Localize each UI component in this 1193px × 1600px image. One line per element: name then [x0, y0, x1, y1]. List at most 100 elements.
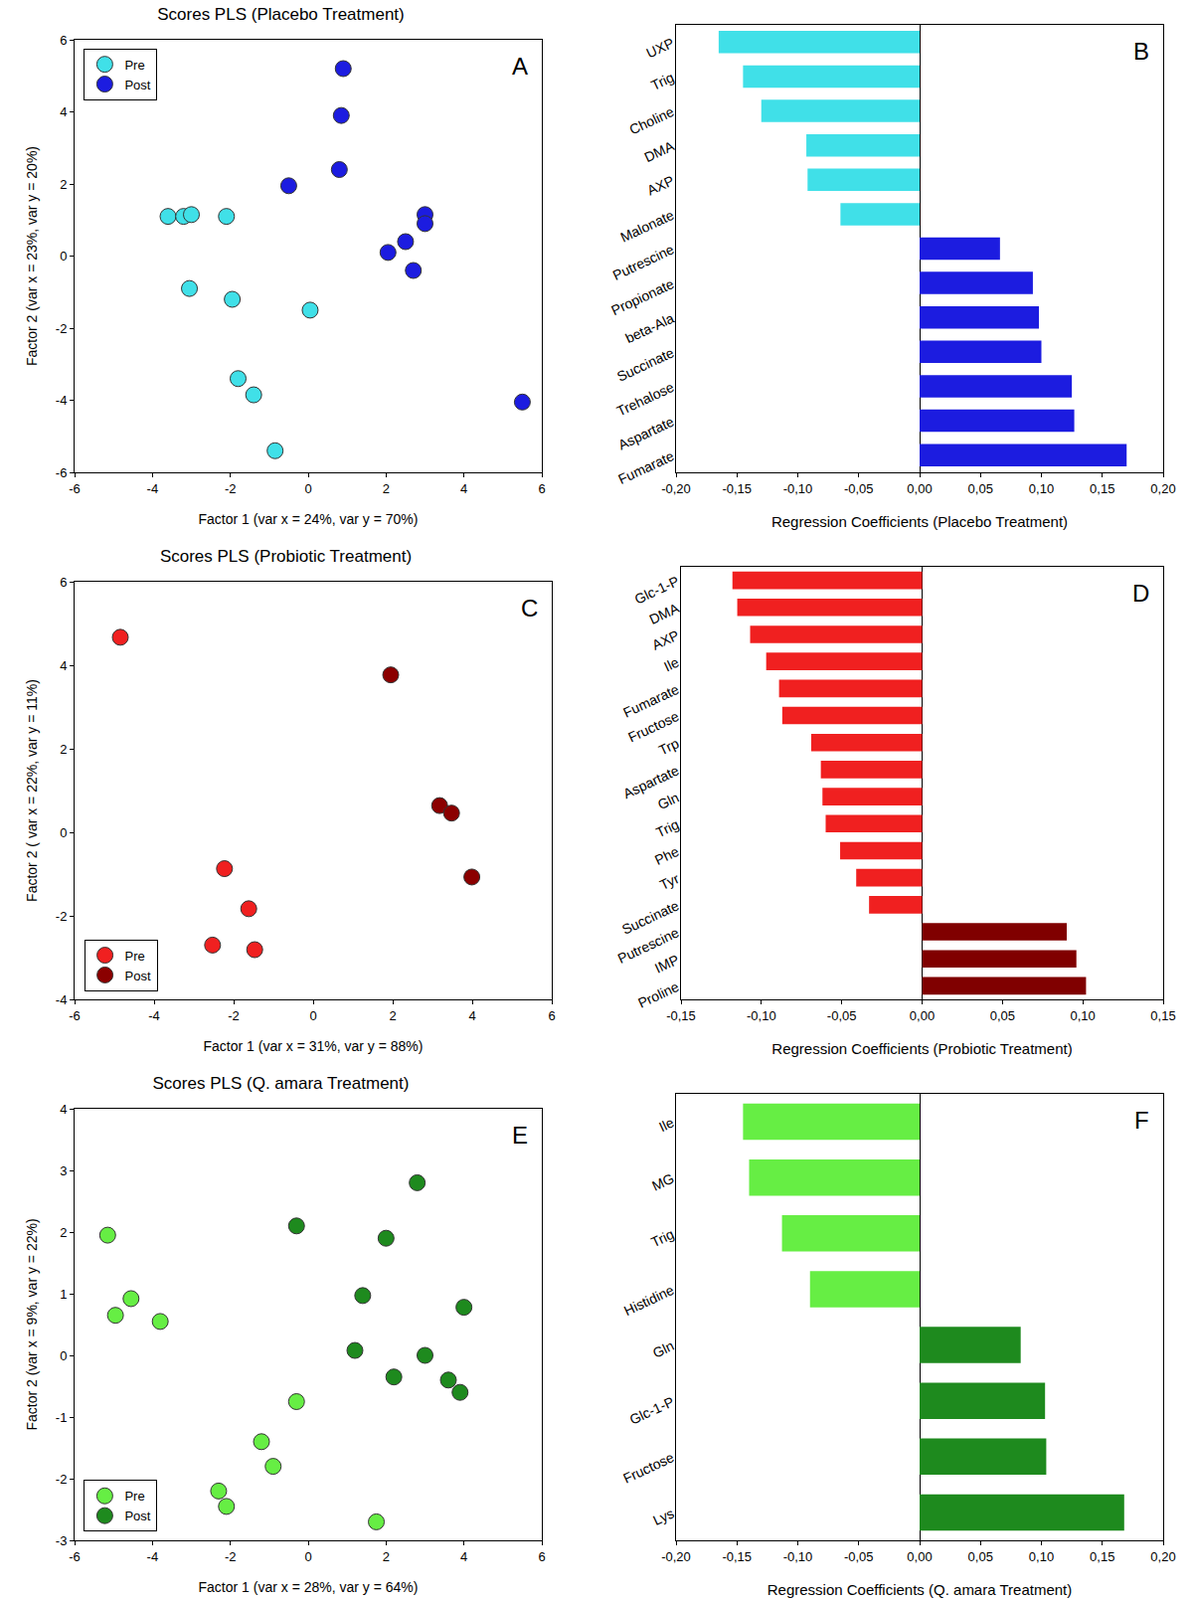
svg-text:Succinate: Succinate: [619, 896, 682, 938]
svg-text:2: 2: [382, 1548, 390, 1564]
svg-text:-2: -2: [55, 321, 68, 337]
svg-text:Putrescine: Putrescine: [615, 923, 682, 967]
svg-text:-4: -4: [147, 1548, 160, 1564]
svg-text:0: 0: [304, 481, 312, 497]
svg-text:Trig: Trig: [648, 68, 677, 93]
svg-text:0,05: 0,05: [990, 1008, 1016, 1023]
svg-text:Trehalose: Trehalose: [614, 378, 678, 420]
svg-text:4: 4: [460, 1548, 468, 1564]
svg-text:0: 0: [59, 248, 67, 264]
svg-text:Regression Coefficients (Probi: Regression Coefficients (Probiotic Treat…: [771, 1039, 1072, 1057]
svg-text:-4: -4: [55, 392, 68, 408]
svg-text:Phe: Phe: [652, 843, 682, 868]
svg-text:3: 3: [59, 1163, 67, 1179]
svg-text:Fumarate: Fumarate: [620, 681, 682, 721]
svg-text:2: 2: [59, 176, 67, 192]
svg-text:DMA: DMA: [641, 137, 678, 166]
svg-text:Ile: Ile: [656, 1113, 677, 1135]
svg-text:0,00: 0,00: [906, 1548, 932, 1564]
svg-text:1: 1: [59, 1286, 67, 1302]
svg-text:Choline: Choline: [627, 103, 678, 139]
svg-text:-6: -6: [68, 1548, 81, 1564]
svg-text:-4: -4: [55, 992, 68, 1008]
svg-text:-0,15: -0,15: [721, 481, 752, 497]
svg-text:-4: -4: [148, 1008, 161, 1023]
svg-text:0,15: 0,15: [1089, 481, 1115, 497]
svg-text:Post: Post: [125, 968, 152, 984]
svg-text:Post: Post: [124, 77, 151, 93]
svg-text:0: 0: [304, 1548, 312, 1564]
svg-text:Ile: Ile: [661, 654, 682, 676]
svg-text:Tyr: Tyr: [657, 869, 682, 893]
svg-text:-2: -2: [227, 1008, 240, 1023]
svg-text:AXP: AXP: [644, 171, 677, 198]
svg-text:2: 2: [59, 1224, 67, 1240]
svg-text:Regression Coefficients (Q. am: Regression Coefficients (Q. amara Treatm…: [767, 1580, 1073, 1598]
svg-text:0,05: 0,05: [968, 481, 994, 497]
svg-text:-0,20: -0,20: [661, 1548, 691, 1564]
svg-text:Trp: Trp: [656, 734, 682, 758]
svg-text:Succinate: Succinate: [614, 343, 678, 385]
svg-text:-2: -2: [224, 481, 237, 497]
svg-text:D: D: [1132, 579, 1150, 607]
svg-text:Malonate: Malonate: [617, 206, 677, 246]
svg-text:4: 4: [59, 104, 67, 120]
svg-text:-6: -6: [68, 1008, 81, 1023]
svg-text:0,10: 0,10: [1028, 481, 1054, 497]
svg-text:Pre: Pre: [125, 948, 146, 964]
svg-text:-1: -1: [55, 1409, 68, 1425]
svg-text:0,05: 0,05: [968, 1548, 994, 1564]
svg-text:Scores PLS (Placebo Treatment): Scores PLS (Placebo Treatment): [157, 4, 405, 24]
svg-text:Propionate: Propionate: [608, 275, 677, 319]
svg-text:Histidine: Histidine: [621, 1281, 678, 1319]
svg-text:-0,05: -0,05: [844, 481, 874, 497]
svg-text:Putrescine: Putrescine: [610, 240, 678, 284]
svg-text:4: 4: [59, 658, 67, 674]
svg-text:Proline: Proline: [635, 978, 682, 1012]
svg-text:-0,20: -0,20: [661, 481, 691, 497]
svg-text:Aspartate: Aspartate: [615, 412, 677, 453]
svg-text:-6: -6: [55, 465, 68, 481]
svg-text:4: 4: [59, 1101, 67, 1117]
svg-text:IMP: IMP: [652, 951, 682, 977]
svg-text:A: A: [511, 52, 528, 80]
svg-text:-0,15: -0,15: [721, 1548, 752, 1564]
svg-text:E: E: [511, 1121, 528, 1149]
svg-text:-2: -2: [55, 1471, 68, 1487]
svg-text:F: F: [1134, 1106, 1150, 1134]
svg-text:0,20: 0,20: [1150, 1548, 1176, 1564]
svg-text:Scores PLS (Q. amara Treatment: Scores PLS (Q. amara Treatment): [153, 1073, 410, 1093]
svg-text:-2: -2: [224, 1548, 237, 1564]
svg-text:C: C: [520, 594, 538, 622]
svg-text:Glc-1-P: Glc-1-P: [632, 572, 682, 608]
svg-text:4: 4: [468, 1008, 476, 1023]
svg-text:0: 0: [59, 1348, 67, 1364]
svg-text:-4: -4: [147, 481, 160, 497]
svg-text:Gln: Gln: [650, 1337, 678, 1362]
svg-text:-0,10: -0,10: [783, 1548, 814, 1564]
svg-text:6: 6: [537, 1548, 545, 1564]
svg-text:2: 2: [382, 481, 390, 497]
svg-text:Regression Coefficients (Place: Regression Coefficients (Placebo Treatme…: [771, 512, 1068, 530]
svg-text:0,10: 0,10: [1070, 1008, 1096, 1023]
svg-text:Aspartate: Aspartate: [620, 761, 682, 802]
svg-text:2: 2: [388, 1008, 396, 1023]
svg-text:0: 0: [59, 825, 67, 841]
svg-text:Factor 1 (var x = 28%, var y =: Factor 1 (var x = 28%, var y = 64%): [198, 1578, 419, 1595]
svg-text:Factor 2 ( var x = 22%, var y: Factor 2 ( var x = 22%, var y = 11%): [23, 679, 40, 902]
svg-text:0,15: 0,15: [1089, 1548, 1115, 1564]
svg-text:2: 2: [59, 741, 67, 757]
svg-text:Factor 1 (var x = 24%, var y =: Factor 1 (var x = 24%, var y = 70%): [198, 511, 419, 527]
svg-text:Trig: Trig: [653, 816, 682, 841]
svg-text:0,00: 0,00: [909, 1008, 935, 1023]
svg-text:6: 6: [537, 481, 545, 497]
svg-text:-2: -2: [55, 908, 68, 924]
svg-text:-0,15: -0,15: [666, 1008, 696, 1023]
svg-text:4: 4: [460, 481, 468, 497]
svg-text:-6: -6: [68, 481, 81, 497]
svg-text:0,00: 0,00: [906, 481, 932, 497]
svg-text:beta-Ala: beta-Ala: [622, 310, 677, 347]
svg-text:Post: Post: [124, 1508, 151, 1524]
svg-text:Lys: Lys: [650, 1504, 677, 1528]
svg-text:6: 6: [59, 574, 67, 590]
